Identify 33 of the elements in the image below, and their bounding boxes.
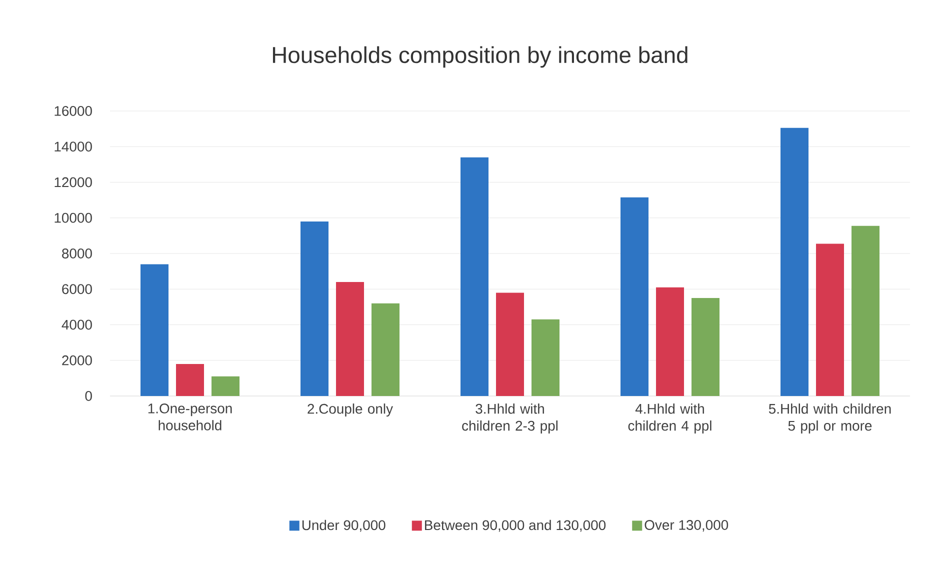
bar bbox=[816, 244, 844, 396]
y-tick-label: 12000 bbox=[54, 177, 92, 188]
y-tick-label: 10000 bbox=[54, 212, 92, 223]
bar bbox=[532, 319, 560, 396]
x-tick-label: 1.One-person household bbox=[148, 404, 232, 430]
x-tick-label: 4.Hhld with children 4 ppl bbox=[628, 404, 712, 434]
y-tick-label: 2000 bbox=[62, 355, 92, 366]
y-tick-label: 16000 bbox=[54, 106, 92, 116]
x-tick-label: 2.Couple only bbox=[308, 404, 393, 417]
bar bbox=[336, 282, 364, 396]
bar bbox=[496, 292, 524, 396]
y-tick-label: 0 bbox=[85, 391, 92, 401]
bar bbox=[780, 128, 809, 396]
x-tick-label: 3.Hhld with children 2-3 ppl bbox=[462, 404, 558, 434]
chart-title: Households composition by income band bbox=[272, 46, 688, 68]
bar bbox=[372, 303, 400, 396]
bar bbox=[852, 226, 880, 396]
bar bbox=[140, 264, 168, 396]
bar bbox=[692, 298, 720, 396]
legend-label: Between 90,000 and 130,000 bbox=[425, 520, 606, 532]
bar bbox=[176, 364, 204, 396]
y-tick-label: 6000 bbox=[62, 284, 92, 294]
legend-label: Over 130,000 bbox=[644, 520, 728, 532]
legend-label: Under 90,000 bbox=[302, 520, 386, 532]
y-tick-label: 14000 bbox=[54, 142, 92, 152]
x-tick-label: 5.Hhld with children 5 ppl or more bbox=[768, 404, 891, 434]
y-tick-label: 8000 bbox=[62, 248, 92, 258]
bar bbox=[300, 221, 329, 396]
y-tick-label: 4000 bbox=[62, 320, 92, 330]
bar bbox=[656, 287, 684, 396]
bar bbox=[460, 157, 489, 396]
bar bbox=[212, 376, 240, 396]
bar bbox=[620, 197, 649, 396]
